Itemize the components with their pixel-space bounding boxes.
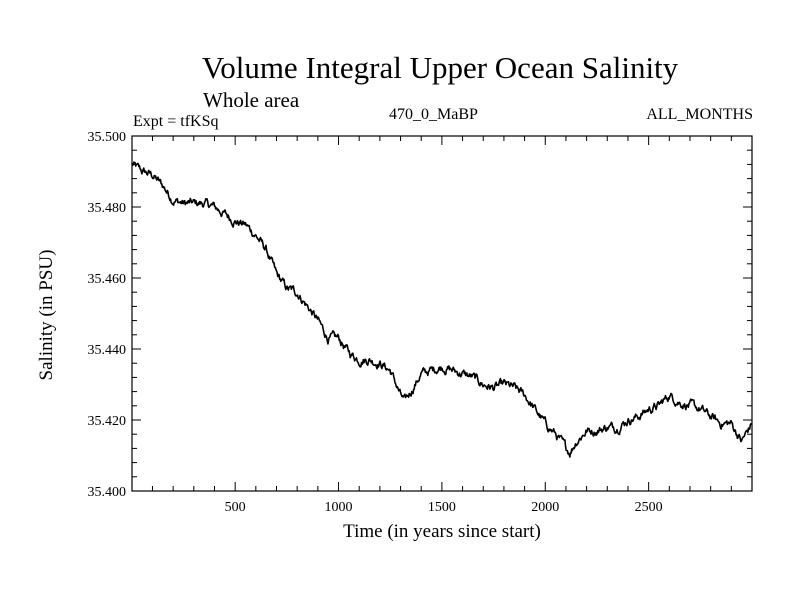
ticks-layer: 500 1000 1500 2000 2500 35.400 35.420 35.440 35.… <box>88 130 752 515</box>
y-tick-label: 35.500 <box>88 130 127 145</box>
y-tick-label: 35.480 <box>88 201 127 216</box>
x-tick-label: 2500 <box>635 500 663 515</box>
salinity-series-line <box>131 161 753 458</box>
x-tick-label: 500 <box>225 500 246 515</box>
series-layer <box>131 161 753 458</box>
y-tick-label: 35.400 <box>88 485 127 500</box>
chart-subtitle: Whole area <box>203 88 300 112</box>
experiment-label: Expt = tfKSq <box>133 113 219 130</box>
center-label: 470_0_MaBP <box>389 106 478 123</box>
chart-title: Volume Integral Upper Ocean Salinity <box>201 50 679 85</box>
plot-frame <box>131 135 753 492</box>
x-tick-label: 2000 <box>531 500 559 515</box>
y-tick-label: 35.440 <box>88 343 127 358</box>
y-axis-label: Salinity (in PSU) <box>36 249 57 381</box>
x-tick-label: 1000 <box>325 500 353 515</box>
y-tick-label: 35.420 <box>88 414 127 429</box>
x-tick-label: 1500 <box>428 500 456 515</box>
y-tick-label: 35.460 <box>88 272 127 287</box>
months-label: ALL_MONTHS <box>646 106 753 123</box>
x-axis-label: Time (in years since start) <box>343 521 541 542</box>
